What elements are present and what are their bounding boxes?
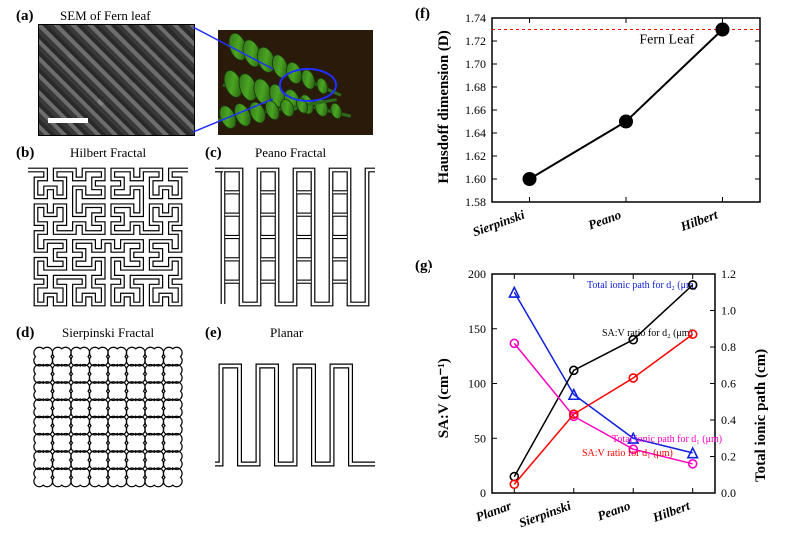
svg-text:1.2: 1.2 [721, 268, 736, 281]
svg-text:Total ionic path (cm): Total ionic path (cm) [753, 349, 769, 482]
svg-text:0.6: 0.6 [721, 377, 736, 391]
svg-text:50: 50 [474, 431, 486, 445]
svg-text:150: 150 [468, 322, 486, 336]
hilbert-pattern [28, 162, 188, 312]
panel-label-b: (b) [16, 145, 34, 162]
svg-text:1.68: 1.68 [465, 80, 486, 94]
svg-text:0.2: 0.2 [721, 450, 736, 464]
scale-bar [48, 118, 88, 123]
peano-pattern [215, 162, 375, 312]
svg-text:Sierpinski: Sierpinski [470, 207, 526, 240]
svg-text:Fern Leaf: Fern Leaf [639, 33, 694, 48]
panel-label-e: (e) [205, 325, 222, 342]
svg-text:0.0: 0.0 [721, 486, 736, 500]
svg-text:1.60: 1.60 [465, 172, 486, 186]
svg-text:100: 100 [468, 377, 486, 391]
svg-text:1.0: 1.0 [721, 304, 736, 318]
svg-text:1.62: 1.62 [465, 149, 486, 163]
panel-title-c: Peano Fractal [255, 145, 326, 161]
panel-title-a: SEM of Fern leaf [60, 8, 151, 24]
svg-text:0: 0 [480, 486, 486, 500]
svg-text:1.72: 1.72 [465, 34, 486, 48]
panel-title-d: Sierpinski Fractal [62, 325, 154, 341]
svg-text:Peano: Peano [595, 498, 632, 524]
svg-text:0.4: 0.4 [721, 413, 736, 427]
svg-text:SA:V ratio for d₂ (μm): SA:V ratio for d₂ (μm) [602, 328, 693, 339]
svg-text:SA:V (cm⁻¹): SA:V (cm⁻¹) [436, 358, 452, 438]
planar-pattern [215, 360, 375, 470]
svg-text:1.70: 1.70 [465, 57, 486, 71]
svg-text:1.66: 1.66 [465, 103, 486, 117]
svg-text:200: 200 [468, 268, 486, 281]
chart-g: 0501001502000.00.20.40.60.81.01.2PlanarS… [430, 268, 775, 548]
panel-title-e: Planar [270, 325, 303, 341]
panel-label-a: (a) [16, 8, 34, 25]
panel-label-d: (d) [16, 325, 34, 342]
svg-text:Sierpinski: Sierpinski [517, 498, 573, 531]
svg-text:0.8: 0.8 [721, 340, 736, 354]
panel-label-c: (c) [205, 145, 222, 162]
svg-text:Total ionic path for d₂ (μm): Total ionic path for d₂ (μm) [587, 280, 697, 291]
svg-text:Hausdoff dimension (D): Hausdoff dimension (D) [436, 30, 452, 183]
panel-label-f: (f) [415, 6, 430, 23]
svg-text:1.64: 1.64 [465, 126, 486, 140]
connector-lines [193, 24, 273, 139]
svg-text:Planar: Planar [474, 497, 515, 524]
svg-text:1.58: 1.58 [465, 195, 486, 209]
svg-text:Peano: Peano [586, 207, 623, 233]
svg-text:Hilbert: Hilbert [650, 498, 692, 526]
svg-text:Hilbert: Hilbert [677, 207, 719, 235]
sierpinski-pattern [28, 342, 188, 492]
svg-text:SA:V ratio for d₁ (μm): SA:V ratio for d₁ (μm) [582, 448, 673, 459]
svg-text:1.74: 1.74 [465, 11, 486, 25]
chart-f: 1.58 1.60 1.62 1.64 1.66 1.68 1.70 1.72 1.74 Sier… [430, 10, 775, 250]
panel-title-b: Hilbert Fractal [70, 145, 146, 161]
svg-text:Total ionic path for d₁ (μm): Total ionic path for d₁ (μm) [612, 434, 722, 445]
